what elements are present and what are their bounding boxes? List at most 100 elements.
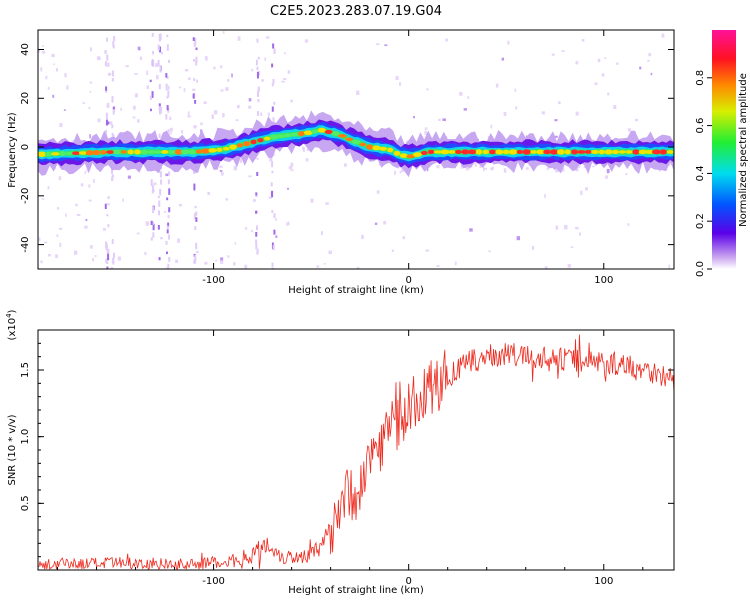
spectrogram-noise-column-speck [168,234,171,240]
spectrogram-noise-column-speck [158,109,161,115]
spectrogram-noise-speck [503,111,507,117]
spectrogram-noise-speck [251,68,254,72]
spectrogram-noise-column-speck [255,243,258,250]
spectrogram-noise-speck [106,102,110,105]
spectrogram-noise-column-speck [166,197,169,201]
spectrogram-noise-speck [56,68,58,72]
spectrogram-noise-speck [88,106,91,110]
spectrogram-ridge-peak [659,149,667,155]
spectrogram-noise-column-speck [150,220,153,225]
spectrogram-noise-speck [306,147,309,151]
spectrogram-noise-speck [627,223,630,227]
spectrogram-noise-speck [90,47,93,52]
spectrogram-noise-speck [64,72,67,78]
spectrogram-ridge-peak [455,149,462,154]
spectrogram-noise-column-speck [152,232,155,238]
spectrogram-noise-speck [51,53,55,58]
spectrogram-noise-speck [483,167,487,170]
spectrogram-noise-speck [544,266,548,269]
spectrogram-noise-speck [251,229,253,233]
spectrogram-y-tick-label: 40 [20,43,31,56]
spectrogram-noise-speck [287,70,290,74]
spectrogram-noise-speck [153,182,157,186]
snr-y-tick-label: 0.5 [20,495,31,511]
spectrogram-ridge-peak [372,145,381,151]
spectrogram-noise-column-speck [158,133,161,138]
spectrogram-noise-column-speck [272,244,275,251]
spectrogram-noise-speck [155,74,159,80]
spectrogram-ridge-peak [201,148,211,154]
snr-x-axis: -100 0 100 [57,330,644,587]
spectrogram-noise-speck [107,203,110,206]
spectrogram-ridge-peak [638,149,647,155]
spectrogram-noise-column-speck [271,106,274,112]
spectrogram-noise-speck [281,80,285,83]
spectrogram-ridge-peak [516,149,524,154]
spectrogram-noise-speck [325,202,329,205]
spectrogram-ridge-peak [461,149,470,155]
spectrogram-noise-column-speck [271,83,274,87]
spectrogram-noise-column-speck [193,59,196,62]
spectrogram-ridge-peak [298,131,305,137]
spectrogram-noise-speck [215,259,218,262]
spectrogram-noise-speck [137,46,141,51]
spectrogram-noise-speck [63,109,66,111]
spectrogram-noise-column-speck [192,93,195,99]
spectrogram-noise-column-speck [257,86,260,92]
spectrogram-noise-speck [514,88,517,92]
snr-x-label: Height of straight line (km) [288,585,424,596]
spectrogram-noise-speck [178,203,182,207]
spectrogram-noise-speck [183,88,186,93]
spectrogram-noise-speck [436,165,440,169]
spectrogram-ridge-peak [366,144,374,150]
spectrogram-ridge-peak [51,152,60,156]
spectrogram-noise-column-speck [158,106,161,112]
spectrogram-noise-speck [615,62,619,65]
spectrogram-noise-column-speck [194,99,197,104]
spectrogram-ridge-peak [482,149,489,155]
spectrogram-ridge-peak [44,151,53,157]
spectrogram-x-tick-label: 0 [405,275,411,286]
spectrogram-noise-speck [445,38,449,42]
spectrogram-noise-column-speck [195,60,198,66]
spectrogram-noise-speck [108,73,111,76]
spectrogram-noise-column-speck [193,78,196,82]
spectrogram-noise-column-speck [195,217,198,222]
spectrogram-noise-speck [231,73,233,78]
spectrogram-noise-speck [167,85,170,90]
spectrogram-noise-speck [248,175,252,178]
spectrogram-noise-column-speck [167,90,170,98]
spectrogram-ridge-peak [406,154,415,159]
spectrogram-noise-column-speck [151,32,154,37]
spectrogram-noise-speck [425,249,429,252]
spectrogram-x-label: Height of straight line (km) [288,285,424,296]
spectrogram-noise-speck [265,36,270,39]
spectrogram-noise-speck [275,235,278,238]
spectrogram-noise-column-speck [111,176,114,181]
colorbar-tick-label: 0.8 [695,70,706,86]
spectrogram-noise-speck [166,76,169,80]
spectrogram-noise-column-speck [105,119,108,126]
spectrogram-noise-speck [169,127,173,132]
spectrogram-noise-speck [591,165,595,168]
spectrogram-ridge-peak [290,132,299,137]
spectrogram-noise-speck [531,245,535,250]
spectrogram-noise-column-speck [256,66,259,71]
spectrogram-noise-speck [93,179,95,184]
spectrogram-noise-speck [516,236,521,241]
spectrogram-noise-column-speck [194,254,197,261]
spectrogram-noise-speck [515,106,518,110]
spectrogram-ridge-peak [421,150,428,155]
spectrogram-noise-speck [192,88,196,91]
spectrogram-noise-speck [220,65,223,69]
spectrogram-noise-column-speck [195,242,198,250]
spectrogram-noise-speck [383,220,387,225]
spectrogram-noise-speck [305,158,309,162]
spectrogram-noise-speck [503,168,507,173]
spectrogram-noise-speck [133,105,136,110]
spectrogram-noise-speck [267,112,270,117]
spectrogram-noise-column-speck [270,192,273,195]
spectrogram-noise-column-speck [193,259,196,264]
spectrogram-ridge-peak [65,151,73,156]
spectrogram-noise-speck [399,170,402,174]
